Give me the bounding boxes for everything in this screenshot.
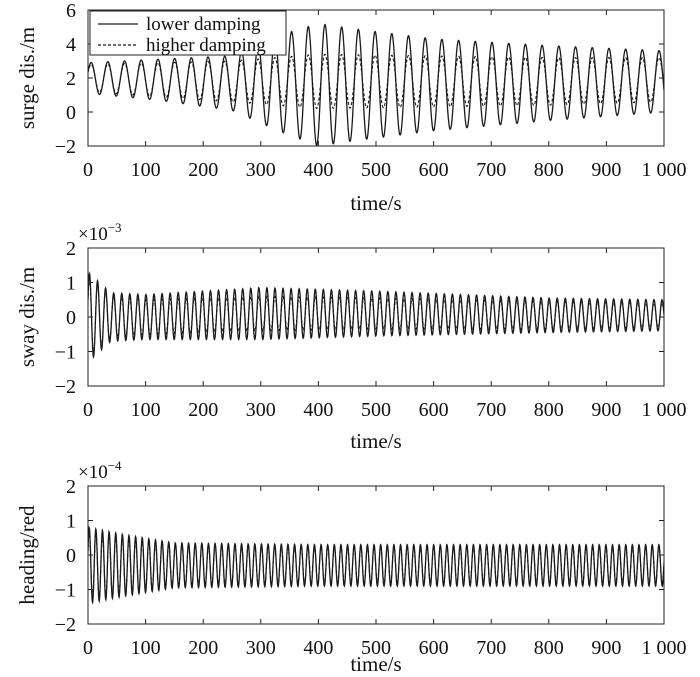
x-tick-label: 300 [246,159,276,181]
series-line-lower-damping [88,23,664,146]
legend-label: higher damping [146,35,266,56]
y-axis-label: sway dis./m [15,267,39,367]
x-tick-label: 500 [361,637,391,659]
x-tick-label: 1 000 [642,159,687,181]
y-tick-label: 2 [66,238,76,260]
y-tick-label: 2 [66,68,76,90]
x-tick-label: 100 [131,637,161,659]
chart-panel-2: 0 100 200 300 400 500 600 700 800 900 1 000 −2 −1 0 1 2… [15,220,687,453]
y-tick-label: 6 [66,0,76,22]
x-tick-label: 900 [591,159,621,181]
axis-exponent: ×10−3 [78,220,122,245]
x-tick-label: 900 [591,399,621,421]
x-tick-label: 0 [83,637,93,659]
x-tick-label: 100 [131,159,161,181]
axis-exponent-power: −3 [108,220,122,235]
axis-exponent: ×10−4 [78,458,122,483]
y-tick-label: 0 [66,545,76,567]
y-tick-label: 1 [66,273,76,295]
axis-exponent-power: −4 [108,458,122,473]
x-tick-label: 500 [361,399,391,421]
x-tick-label: 600 [419,399,449,421]
x-tick-label: 0 [83,159,93,181]
x-axis-label: time/s [350,652,401,676]
chart-panel-1: 0 100 200 300 400 500 600 700 800 900 1 000 −2 0 2 4 6 t… [15,0,687,215]
y-tick-label: −2 [55,136,76,158]
x-axis-label: time/s [350,429,401,453]
x-tick-label: 200 [188,637,218,659]
series-line-higher-damping [88,529,664,601]
series-line-lower-damping [88,271,664,360]
x-tick-label: 600 [419,637,449,659]
y-tick-label: −2 [55,614,76,636]
x-tick-label: 700 [476,637,506,659]
x-tick-label: 900 [591,637,621,659]
x-tick-label: 400 [303,159,333,181]
x-tick-label: 600 [419,159,449,181]
x-tick-label: 200 [188,159,218,181]
x-tick-label: 700 [476,399,506,421]
x-tick-label: 1 000 [642,637,687,659]
x-tick-label: 300 [246,399,276,421]
y-axis-label: surge dis./m [15,27,39,129]
y-tick-label: 2 [66,476,76,498]
y-tick-label: 0 [66,307,76,329]
x-tick-label: 100 [131,399,161,421]
y-axis-label: heading/red [15,505,39,605]
x-tick-label: 500 [361,159,391,181]
series-line-higher-damping [88,275,664,356]
x-tick-label: 800 [534,637,564,659]
y-tick-label: −1 [55,580,76,602]
x-tick-label: 400 [303,399,333,421]
x-tick-label: 0 [83,399,93,421]
x-tick-label: 700 [476,159,506,181]
x-tick-label: 400 [303,637,333,659]
x-tick-label: 1 000 [642,399,687,421]
legend-box [89,10,287,56]
chart-panel-3: 0 100 200 300 400 500 600 700 800 900 1 000 −2 −1 0 1 2… [15,458,687,676]
legend-label: lower damping [146,14,261,35]
y-tick-label: 1 [66,511,76,533]
x-tick-label: 800 [534,399,564,421]
x-tick-label: 300 [246,637,276,659]
y-tick-label: −2 [55,376,76,398]
x-axis-label: time/s [350,191,401,215]
axes-frame [87,247,665,387]
series-line-higher-damping [88,53,664,110]
y-tick-label: 4 [66,34,76,56]
y-tick-label: 0 [66,102,76,124]
y-tick-label: −1 [55,342,76,364]
x-tick-label: 200 [188,399,218,421]
x-tick-label: 800 [534,159,564,181]
